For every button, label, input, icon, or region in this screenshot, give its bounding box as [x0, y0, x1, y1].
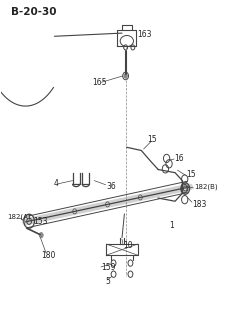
Text: 1: 1	[169, 220, 174, 229]
Text: 182(B): 182(B)	[194, 184, 218, 190]
Text: 153: 153	[33, 217, 47, 226]
Text: 10: 10	[123, 241, 133, 250]
Text: 159: 159	[102, 263, 116, 272]
Text: 16: 16	[175, 154, 184, 163]
Text: 165: 165	[92, 78, 106, 87]
Text: 183: 183	[192, 200, 206, 209]
Text: 5: 5	[106, 277, 111, 286]
Text: B-20-30: B-20-30	[11, 7, 57, 18]
Text: 15: 15	[147, 135, 157, 144]
Circle shape	[124, 74, 127, 78]
Text: 15: 15	[186, 170, 195, 179]
Text: 180: 180	[41, 251, 56, 260]
Text: 4: 4	[53, 179, 58, 188]
Text: 36: 36	[106, 182, 116, 191]
Text: 163: 163	[138, 30, 152, 39]
Circle shape	[39, 233, 43, 238]
Text: 182(A): 182(A)	[7, 214, 31, 220]
